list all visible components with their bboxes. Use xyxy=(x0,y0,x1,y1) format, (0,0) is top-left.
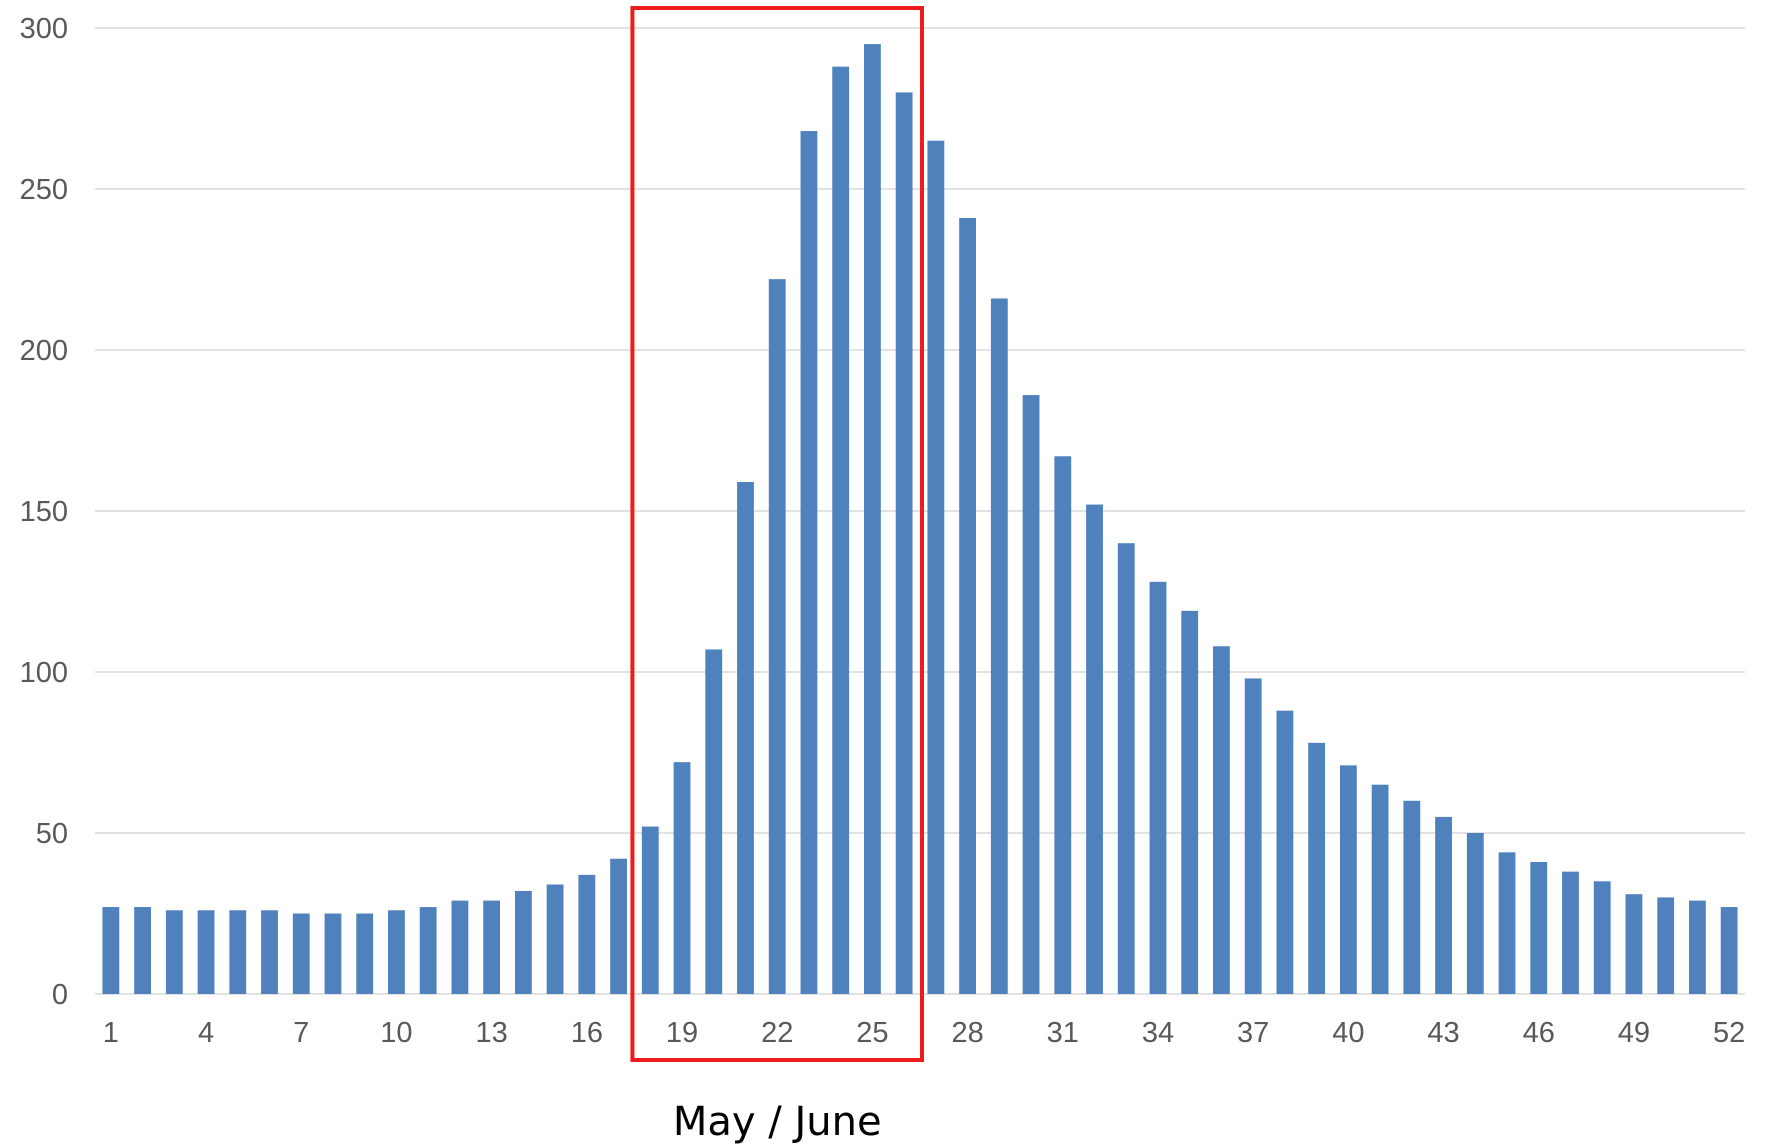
bar-week-35 xyxy=(1181,611,1198,994)
y-tick-label: 150 xyxy=(20,496,68,528)
bar-week-10 xyxy=(388,910,405,994)
x-axis-tick-labels: 1 4 7 10 13 16 19 22 25 28 31 34 37 40 43 46 49 52 xyxy=(103,1017,1745,1049)
bar-week-27 xyxy=(927,141,944,994)
y-tick-label: 50 xyxy=(36,818,68,850)
x-tick-label: 28 xyxy=(951,1017,983,1049)
bar-week-30 xyxy=(1023,395,1040,994)
x-tick-label: 52 xyxy=(1713,1017,1745,1049)
bar-week-38 xyxy=(1276,711,1293,994)
bar-week-41 xyxy=(1372,785,1389,994)
bar-week-44 xyxy=(1467,833,1484,994)
bar-week-26 xyxy=(896,92,913,994)
bar-week-19 xyxy=(674,762,691,994)
bar-week-17 xyxy=(610,859,627,994)
x-tick-label: 31 xyxy=(1047,1017,1079,1049)
bars xyxy=(102,44,1737,994)
bar-week-23 xyxy=(801,131,818,994)
bar-week-11 xyxy=(420,907,437,994)
bar-week-50 xyxy=(1657,897,1674,994)
x-tick-label: 43 xyxy=(1427,1017,1459,1049)
bar-week-37 xyxy=(1245,678,1262,994)
bar-week-2 xyxy=(134,907,151,994)
bar-week-47 xyxy=(1562,872,1579,994)
x-tick-label: 37 xyxy=(1237,1017,1269,1049)
x-tick-label: 16 xyxy=(571,1017,603,1049)
x-tick-label: 10 xyxy=(380,1017,412,1049)
bar-week-28 xyxy=(959,218,976,994)
y-tick-label: 250 xyxy=(20,174,68,206)
x-tick-label: 49 xyxy=(1618,1017,1650,1049)
bar-week-49 xyxy=(1626,894,1643,994)
bar-week-8 xyxy=(325,914,342,995)
bar-week-46 xyxy=(1530,862,1547,994)
x-tick-label: 1 xyxy=(103,1017,119,1049)
bar-week-25 xyxy=(864,44,881,994)
bar-week-21 xyxy=(737,482,754,994)
bar-week-42 xyxy=(1403,801,1420,994)
bar-week-14 xyxy=(515,891,532,994)
bar-week-31 xyxy=(1054,456,1071,994)
x-tick-label: 19 xyxy=(666,1017,698,1049)
bar-week-52 xyxy=(1721,907,1738,994)
bar-week-3 xyxy=(166,910,183,994)
x-tick-label: 34 xyxy=(1142,1017,1174,1049)
bar-week-29 xyxy=(991,298,1008,994)
grid-lines xyxy=(95,28,1745,994)
x-tick-label: 7 xyxy=(293,1017,309,1049)
bar-week-34 xyxy=(1150,582,1167,994)
bar-week-33 xyxy=(1118,543,1135,994)
x-tick-label: 46 xyxy=(1523,1017,1555,1049)
bar-week-24 xyxy=(832,67,849,994)
bar-week-12 xyxy=(451,901,468,994)
bar-week-6 xyxy=(261,910,278,994)
x-tick-label: 13 xyxy=(476,1017,508,1049)
bar-week-9 xyxy=(356,914,373,995)
bar-week-51 xyxy=(1689,901,1706,994)
bar-week-16 xyxy=(578,875,595,994)
y-tick-label: 0 xyxy=(52,979,68,1011)
bar-week-5 xyxy=(229,910,246,994)
bar-week-4 xyxy=(198,910,215,994)
x-tick-label: 4 xyxy=(198,1017,214,1049)
x-tick-label: 40 xyxy=(1332,1017,1364,1049)
y-tick-label: 200 xyxy=(20,335,68,367)
highlight-label: May / June xyxy=(673,1099,882,1144)
bar-week-7 xyxy=(293,914,310,995)
bar-week-36 xyxy=(1213,646,1230,994)
bar-week-43 xyxy=(1435,817,1452,994)
y-axis-tick-labels: 0 50 100 150 200 250 300 xyxy=(20,13,68,1011)
bar-week-32 xyxy=(1086,505,1103,994)
y-tick-label: 100 xyxy=(20,657,68,689)
bar-week-22 xyxy=(769,279,786,994)
bar-week-39 xyxy=(1308,743,1325,994)
bar-week-18 xyxy=(642,827,659,994)
x-tick-label: 22 xyxy=(761,1017,793,1049)
bar-week-15 xyxy=(547,885,564,994)
bar-week-20 xyxy=(705,649,722,994)
x-tick-label: 25 xyxy=(856,1017,888,1049)
bar-week-48 xyxy=(1594,881,1611,994)
y-tick-label: 300 xyxy=(20,13,68,45)
bar-week-1 xyxy=(102,907,119,994)
bar-week-40 xyxy=(1340,765,1357,994)
bar-week-13 xyxy=(483,901,500,994)
bar-week-45 xyxy=(1499,852,1516,994)
